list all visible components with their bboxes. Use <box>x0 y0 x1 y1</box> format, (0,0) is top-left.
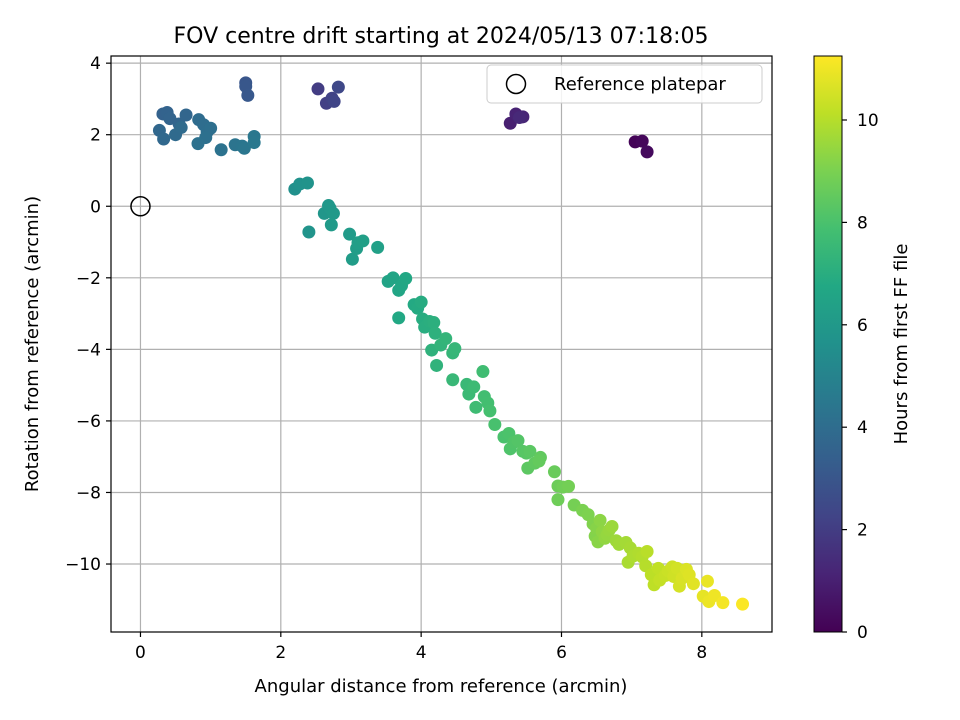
data-point <box>446 373 460 387</box>
x-tick-label: 0 <box>135 643 146 663</box>
data-point <box>386 271 400 285</box>
colorbar-tick-label: 4 <box>857 418 868 438</box>
data-point <box>371 240 385 254</box>
data-point <box>300 176 314 190</box>
data-point <box>593 513 607 527</box>
y-axis-label: Rotation from reference (arcmin) <box>22 196 43 492</box>
data-point <box>237 141 251 155</box>
data-point <box>605 519 619 533</box>
data-point <box>327 94 341 108</box>
x-tick-label: 6 <box>556 643 567 663</box>
grid <box>111 56 772 632</box>
colorbar-tick-label: 10 <box>857 111 879 131</box>
y-tick-label: −10 <box>65 555 101 575</box>
data-point <box>241 88 255 102</box>
data-point <box>414 295 428 309</box>
data-point <box>157 132 171 146</box>
data-point <box>512 111 526 125</box>
x-tick-label: 2 <box>275 643 286 663</box>
x-tick-label: 4 <box>416 643 427 663</box>
data-point <box>700 574 714 588</box>
reference-platepar-marker <box>130 196 151 217</box>
y-tick-label: 2 <box>90 126 101 146</box>
colorbar-tick-label: 6 <box>857 316 868 336</box>
legend-box <box>486 64 763 104</box>
legend-label-reference-platepar: Reference platepar <box>554 74 726 95</box>
data-point <box>430 358 444 372</box>
legend: Reference platepar <box>486 64 763 104</box>
data-point <box>191 137 205 151</box>
legend-reference-marker <box>505 73 527 95</box>
colorbar-tick-label: 8 <box>857 213 868 233</box>
x-tick-label: 8 <box>696 643 707 663</box>
colorbar-ticks: 0 2 4 6 8 10 <box>842 111 879 643</box>
data-point <box>716 596 730 610</box>
y-tick-label: −8 <box>76 483 101 503</box>
y-tick-label: −4 <box>76 340 101 360</box>
data-point <box>214 143 228 157</box>
data-point <box>326 206 340 220</box>
data-point <box>343 227 357 241</box>
data-point <box>345 252 359 266</box>
colorbar-tick-label: 2 <box>857 521 868 541</box>
data-point <box>640 545 654 559</box>
data-point <box>686 577 700 591</box>
axis-ticks: 0 2 4 6 8 −10 −8 −6 −4 −2 0 2 4 <box>65 54 707 663</box>
data-point <box>562 479 576 493</box>
y-tick-label: −6 <box>76 412 101 432</box>
colorbar-label: Hours from first FF file <box>891 244 912 445</box>
data-point <box>483 404 497 418</box>
chart-title: FOV centre drift starting at 2024/05/13 … <box>174 24 709 49</box>
data-point <box>174 121 188 135</box>
data-point <box>467 380 481 394</box>
data-point <box>532 454 546 468</box>
data-point <box>311 82 325 96</box>
data-point <box>428 326 442 340</box>
data-point <box>523 444 537 458</box>
data-point <box>448 342 462 356</box>
plot-frame <box>110 55 773 633</box>
x-axis-label: Angular distance from reference (arcmin) <box>255 676 628 697</box>
data-point <box>488 417 502 431</box>
data-point <box>324 218 338 232</box>
data-point <box>179 108 193 122</box>
data-point <box>547 465 561 479</box>
data-point <box>640 145 654 159</box>
data-points <box>152 76 750 611</box>
colorbar: 0 2 4 6 8 10 Hours from first FF file <box>813 55 912 643</box>
data-point <box>476 365 490 379</box>
data-point <box>356 234 370 248</box>
data-point <box>392 311 406 325</box>
data-point <box>511 434 525 448</box>
data-point <box>551 493 565 507</box>
y-tick-label: 0 <box>90 197 101 217</box>
data-point <box>736 597 750 611</box>
y-tick-label: −2 <box>76 269 101 289</box>
data-point <box>247 136 261 150</box>
data-point <box>469 400 483 414</box>
data-point <box>427 316 441 330</box>
data-point <box>331 80 345 94</box>
data-point <box>635 134 649 148</box>
colorbar-gradient <box>813 55 843 633</box>
reference-marker-layer <box>130 196 151 217</box>
colorbar-tick-label: 0 <box>857 623 868 643</box>
data-point <box>439 332 453 346</box>
data-point <box>399 272 413 286</box>
data-point <box>302 225 316 239</box>
y-tick-label: 4 <box>90 54 101 74</box>
